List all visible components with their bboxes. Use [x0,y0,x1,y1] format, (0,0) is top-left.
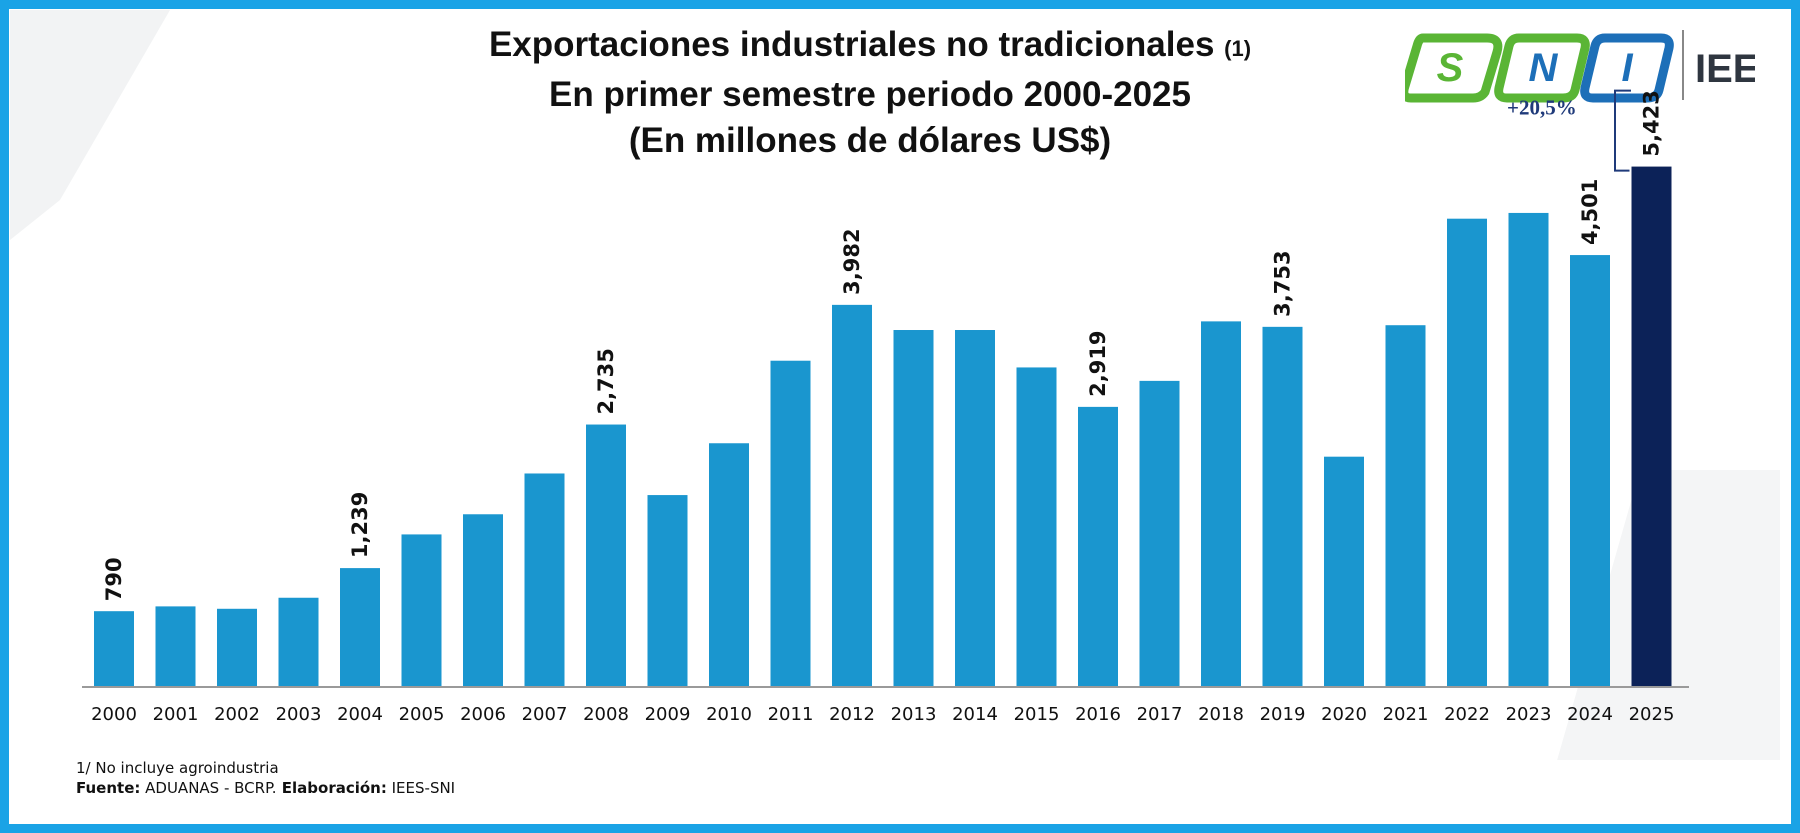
logo-shape-n: N [1494,33,1590,103]
title-line-1: Exportaciones industriales no tradiciona… [460,22,1280,72]
x-tick-label-2007: 2007 [522,704,568,725]
x-tick-label-2012: 2012 [829,704,875,725]
bar-2014 [955,330,995,687]
x-tick-label-2001: 2001 [153,704,199,725]
sni-iees-logo: S N I IEES [1405,30,1755,103]
bar-2008 [586,424,626,687]
data-labels: 790 1,239 2,735 3,982 2,919 3,753 4,501 5,423 [102,90,1664,601]
source-line: Fuente: ADUANAS - BCRP. Elaboración: IEE… [76,778,455,798]
elaboration-value: IEES-SNI [386,779,456,797]
bar-2003 [278,597,319,687]
bar-2000 [94,611,134,687]
logo-letter-i: I [1621,46,1633,90]
data-label-2024: 4,501 [1578,179,1602,245]
bar-2016 [1078,406,1118,687]
logo-letter-n: N [1529,46,1559,90]
bar-2024 [1570,255,1610,687]
bar-series [94,166,1672,687]
x-tick-label-2024: 2024 [1567,704,1613,725]
bar-chart: 790 1,239 2,735 3,982 2,919 3,753 4,501 5,423 2… [10,10,1780,760]
title-line-3: (En millones de dólares US$) [628,121,1112,160]
x-tick-label-2019: 2019 [1260,704,1306,725]
x-tick-label-2011: 2011 [768,704,814,725]
chart-footer: 1/ No incluye agroindustria Fuente: ADUA… [76,758,455,798]
title-footnote-marker: (1) [1224,36,1252,61]
x-tick-label-2003: 2003 [276,704,322,725]
bar-2007 [524,473,565,687]
bar-2010 [709,443,749,687]
source-label: Fuente: [76,779,141,797]
growth-bracket [1614,89,1631,172]
bar-2012 [832,304,872,687]
x-tick-label-2020: 2020 [1321,704,1367,725]
x-tick-label-2018: 2018 [1198,704,1244,725]
bar-2011 [770,360,811,687]
x-tick-label-2008: 2008 [583,704,629,725]
data-label-2008: 2,735 [594,348,618,414]
data-label-2004: 1,239 [348,492,372,558]
footnote: 1/ No incluye agroindustria [76,759,279,777]
x-tick-label-2009: 2009 [645,704,691,725]
logo-shape-i: I [1580,33,1674,103]
bar-2021 [1385,325,1426,687]
bar-2004 [340,568,380,687]
bar-2018 [1201,321,1241,687]
x-tick-label-2013: 2013 [891,704,937,725]
bar-2001 [155,606,196,687]
logo-letter-s: S [1437,46,1464,90]
chart-title: Exportaciones industriales no tradiciona… [460,22,1280,164]
bar-2022 [1447,218,1487,687]
x-tick-label-2021: 2021 [1383,704,1429,725]
bar-2005 [401,534,442,687]
bar-2020 [1324,456,1364,687]
title-main-text: Exportaciones industriales no tradiciona… [488,25,1215,64]
bar-2013 [893,330,934,687]
x-tick-label-2016: 2016 [1075,704,1121,725]
data-label-2016: 2,919 [1086,330,1110,396]
elaboration-label: Elaboración: [276,779,387,797]
bar-2002 [217,608,257,687]
data-label-2000: 790 [102,557,126,601]
bar-2019 [1262,326,1303,687]
growth-annotation: +20,5% [1507,89,1631,172]
x-tick-label-2002: 2002 [214,704,260,725]
logo-shape-s: S [1405,33,1503,103]
x-tick-label-2006: 2006 [460,704,506,725]
x-tick-label-2017: 2017 [1137,704,1183,725]
growth-annotation-label: +20,5% [1507,96,1577,120]
bar-2023 [1508,212,1549,687]
data-label-2025: 5,423 [1640,90,1664,156]
x-tick-label-2000: 2000 [91,704,137,725]
x-tick-label-2023: 2023 [1506,704,1552,725]
x-tick-label-2010: 2010 [706,704,752,725]
x-tick-label-2022: 2022 [1444,704,1490,725]
bar-2025 [1631,166,1672,687]
x-tick-label-2005: 2005 [399,704,445,725]
x-tick-label-2014: 2014 [952,704,998,725]
data-label-2019: 3,753 [1271,250,1295,316]
source-value: ADUANAS - BCRP. [140,779,277,797]
x-tick-label-2025: 2025 [1629,704,1675,725]
bar-2017 [1139,380,1180,687]
bar-2009 [647,495,688,687]
data-label-2012: 3,982 [840,228,864,294]
logo-brand-text: IEES [1695,47,1755,91]
x-axis-tick-labels: 2000 2001 2002 2003 2004 2005 2006 2007 2008 2009… [91,704,1674,725]
x-tick-label-2004: 2004 [337,704,383,725]
bar-2015 [1016,367,1057,687]
x-tick-label-2015: 2015 [1014,704,1060,725]
title-line-2: En primer semestre periodo 2000-2025 [549,75,1191,114]
bar-2006 [463,514,503,687]
